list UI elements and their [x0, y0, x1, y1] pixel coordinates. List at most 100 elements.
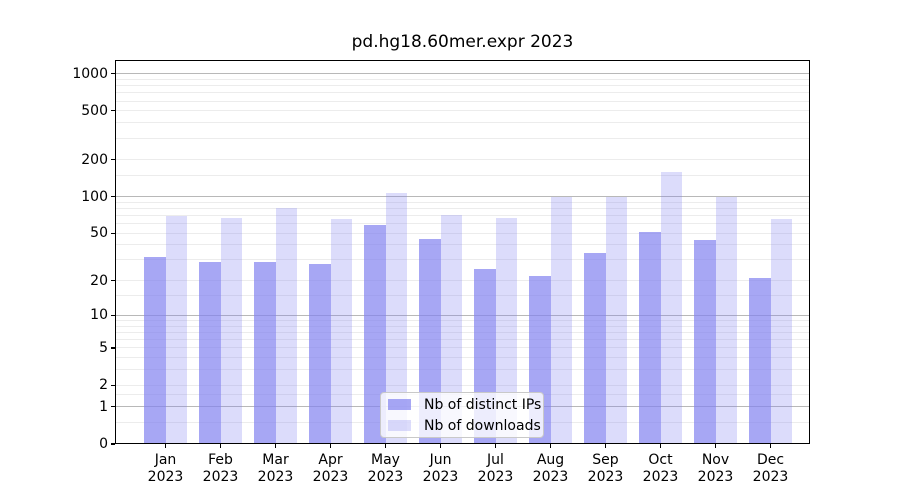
y-axis-tick-label: 5: [99, 339, 108, 356]
month-name: Nov: [701, 451, 730, 468]
month-name: Jul: [487, 451, 504, 468]
y-axis-tick-label: 1000: [72, 65, 108, 82]
y-axis-tick-mark: [110, 443, 115, 445]
bar-downloads: [330, 219, 352, 444]
month-name: Aug: [536, 451, 565, 468]
gridline-minor: [115, 92, 810, 94]
x-axis-tick-mark: [714, 443, 717, 448]
x-axis-month-label: May 2023: [358, 452, 414, 487]
bars-layer: [115, 60, 810, 444]
y-axis-tick-label: 1: [99, 398, 108, 415]
gridline-minor: [115, 384, 810, 386]
legend-item-downloads: Nb of downloads: [388, 415, 543, 436]
bar-downloads: [715, 196, 737, 444]
x-axis-tick-mark: [274, 443, 277, 448]
month-name: Apr: [318, 451, 343, 468]
gridline-minor: [115, 244, 810, 246]
x-axis-tick-mark: [549, 443, 552, 448]
y-axis-tick-mark: [110, 159, 115, 161]
bar-downloads: [165, 215, 187, 444]
gridline-minor: [115, 159, 810, 161]
x-axis-tick-mark: [494, 443, 497, 448]
gridline-major: [115, 196, 810, 198]
x-axis-month-label: Oct 2023: [633, 452, 689, 487]
gridline-minor: [115, 294, 810, 296]
plot-area: [115, 60, 810, 444]
gridline-minor: [115, 100, 810, 102]
legend: Nb of distinct IPs Nb of downloads: [380, 392, 544, 438]
gridline-minor: [115, 78, 810, 80]
bar-downloads: [550, 196, 572, 444]
y-axis-tick-label: 100: [81, 188, 108, 205]
x-axis-month-label: Jun 2023: [413, 452, 469, 487]
bar-downloads: [605, 196, 627, 444]
gridline-minor: [115, 174, 810, 176]
gridline-minor: [115, 215, 810, 217]
y-axis-tick-mark: [110, 232, 115, 234]
chart-title: pd.hg18.60mer.expr 2023: [351, 32, 574, 52]
month-year: 2023: [587, 469, 624, 485]
gridline-minor: [115, 122, 810, 124]
x-axis-tick-mark: [439, 443, 442, 448]
month-name: Mar: [262, 451, 289, 468]
y-axis-tick-mark: [110, 384, 115, 386]
x-axis-month-label: Feb 2023: [193, 452, 249, 487]
gridline-minor: [115, 232, 810, 234]
x-axis-month-label: Dec 2023: [743, 452, 799, 487]
month-year: 2023: [147, 469, 184, 485]
gridline-minor: [115, 357, 810, 359]
x-axis-month-label: Jan 2023: [138, 452, 194, 487]
gridline-minor: [115, 332, 810, 334]
gridline-minor: [115, 347, 810, 349]
y-axis-tick-mark: [110, 347, 115, 349]
x-axis-month-label: Nov 2023: [688, 452, 744, 487]
month-year: 2023: [752, 469, 789, 485]
gridlines-layer: [115, 60, 810, 444]
y-axis-tick-label: 10: [90, 307, 108, 324]
x-axis-tick-mark: [604, 443, 607, 448]
y-axis-tick-label: 50: [90, 225, 108, 242]
bar-distinct-ips: [309, 263, 331, 444]
bar-downloads: [385, 192, 407, 444]
y-axis-tick-label: 200: [81, 151, 108, 168]
legend-swatch-downloads: [388, 420, 411, 431]
x-axis-tick-mark: [164, 443, 167, 448]
month-year: 2023: [422, 469, 459, 485]
gridline-minor: [115, 110, 810, 112]
month-name: Jan: [154, 451, 177, 468]
gridline-minor: [115, 207, 810, 209]
y-axis-tick-mark: [110, 73, 115, 75]
bar-distinct-ips: [364, 225, 386, 444]
legend-item-distinct-ips: Nb of distinct IPs: [388, 394, 543, 415]
bar-distinct-ips: [199, 261, 221, 444]
x-axis-tick-mark: [659, 443, 662, 448]
bar-downloads: [220, 217, 242, 444]
x-axis-tick-mark: [329, 443, 332, 448]
bar-downloads: [660, 172, 682, 444]
month-year: 2023: [312, 469, 349, 485]
y-axis-tick-mark: [110, 406, 115, 408]
legend-label-distinct-ips: Nb of distinct IPs: [424, 396, 542, 413]
month-name: Jun: [429, 451, 452, 468]
gridline-major: [115, 314, 810, 316]
bar-downloads: [275, 208, 297, 444]
bar-distinct-ips: [694, 239, 716, 444]
month-year: 2023: [642, 469, 679, 485]
gridline-minor: [115, 339, 810, 341]
month-year: 2023: [202, 469, 239, 485]
x-axis-tick-mark: [769, 443, 772, 448]
month-name: Sep: [592, 451, 619, 468]
month-name: Oct: [648, 451, 673, 468]
month-name: May: [371, 451, 400, 468]
gridline-minor: [115, 137, 810, 139]
y-axis-tick-mark: [110, 280, 115, 282]
bar-distinct-ips: [584, 253, 606, 444]
legend-swatch-distinct-ips: [388, 399, 411, 410]
y-axis-tick-mark: [110, 196, 115, 198]
x-axis-month-label: Aug 2023: [523, 452, 579, 487]
y-axis-tick-label: 0: [99, 436, 108, 452]
x-axis-month-label: Sep 2023: [578, 452, 634, 487]
gridline-minor: [115, 201, 810, 203]
gridline-minor: [115, 320, 810, 322]
